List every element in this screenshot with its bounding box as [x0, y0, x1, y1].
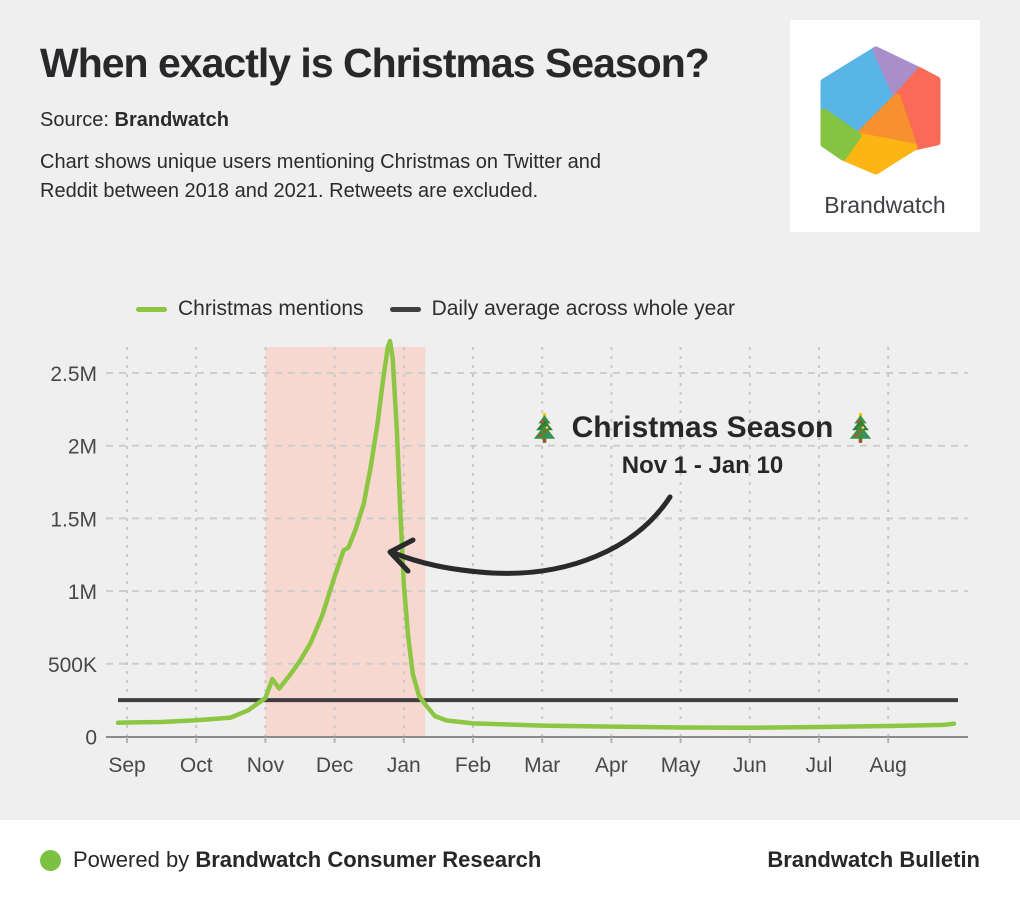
christmas-tree-icon	[850, 412, 872, 443]
y-tick-label: 500K	[48, 654, 97, 677]
header: When exactly is Christmas Season? Source…	[40, 40, 760, 206]
y-tick-label: 1.5M	[50, 508, 97, 531]
bulletin-text: Brandwatch Bulletin	[767, 847, 980, 872]
logo-wordmark: Brandwatch	[824, 192, 946, 218]
powered-by-text: Powered by Brandwatch Consumer Research	[73, 847, 542, 872]
y-tick-label: 0	[85, 727, 97, 750]
christmas-mentions-line	[115, 338, 957, 731]
x-tick-label: Nov	[247, 754, 285, 777]
brandwatch-logo-card: Brandwatch	[790, 20, 980, 232]
legend-item-christmas-mentions: Christmas mentions	[136, 297, 364, 321]
x-tick-label: Mar	[524, 754, 560, 777]
axis-tick-layer	[126, 737, 890, 743]
y-tick-label: 2.5M	[50, 363, 97, 386]
annotation-title-row: Christmas Season	[450, 411, 955, 445]
legend-item-daily-average: Daily average across whole year	[389, 297, 736, 321]
legend-label: Daily average across whole year	[431, 297, 736, 320]
brandwatch-hexagon-icon	[820, 46, 941, 175]
annotation-title: Christmas Season	[571, 411, 834, 444]
axis-label-layer: 0 500K 1M 1.5M 2M 2.5M Sep Oct Nov Dec Jan Feb Mar Ap…	[48, 363, 907, 777]
annotation-arrow	[391, 494, 673, 576]
x-tick-label: Sep	[108, 754, 145, 777]
christmas-mentions-swatch-icon	[136, 306, 167, 312]
christmas-season-annotation: Christmas Season Nov 1 - Jan 10	[450, 411, 955, 480]
x-tick-label: Jun	[733, 754, 767, 777]
powered-by-group: Powered by Brandwatch Consumer Research	[40, 847, 541, 873]
x-tick-label: Aug	[870, 754, 907, 777]
y-tick-label: 1M	[68, 581, 97, 604]
x-tick-label: Jan	[387, 754, 421, 777]
x-tick-label: May	[661, 754, 701, 777]
x-tick-label: Feb	[455, 754, 491, 777]
description: Chart shows unique users mentioning Chri…	[40, 148, 760, 206]
christmas-tree-icon	[533, 412, 555, 443]
description-line-1: Chart shows unique users mentioning Chri…	[40, 151, 602, 174]
x-tick-label: Oct	[180, 754, 213, 777]
source-value: Brandwatch	[114, 109, 229, 132]
source-line: Source: Brandwatch	[40, 109, 760, 132]
x-tick-label: Dec	[316, 754, 353, 777]
source-label: Source:	[40, 109, 109, 132]
daily-average-swatch-icon	[389, 306, 421, 312]
annotation-arrowhead-icon	[387, 537, 416, 574]
green-dot-icon	[40, 849, 61, 871]
annotation-subtitle: Nov 1 - Jan 10	[621, 452, 784, 479]
chart-legend: Christmas mentions Daily average across …	[136, 297, 735, 321]
footer-bar: Powered by Brandwatch Consumer Research …	[0, 820, 1020, 900]
hexagon-coral-segment	[893, 67, 941, 151]
gridline-layer	[106, 347, 968, 737]
x-tick-label: Jul	[806, 754, 833, 777]
x-tick-label: Apr	[595, 754, 628, 777]
y-tick-label: 2M	[68, 436, 97, 459]
description-line-2: Reddit between 2018 and 2021. Retweets a…	[40, 180, 539, 203]
powered-by-brand: Brandwatch Consumer Research	[195, 847, 542, 872]
legend-label: Christmas mentions	[178, 297, 364, 320]
series-layer	[115, 338, 958, 731]
hexagon-green-segment	[820, 108, 862, 161]
page-title: When exactly is Christmas Season?	[40, 40, 710, 86]
